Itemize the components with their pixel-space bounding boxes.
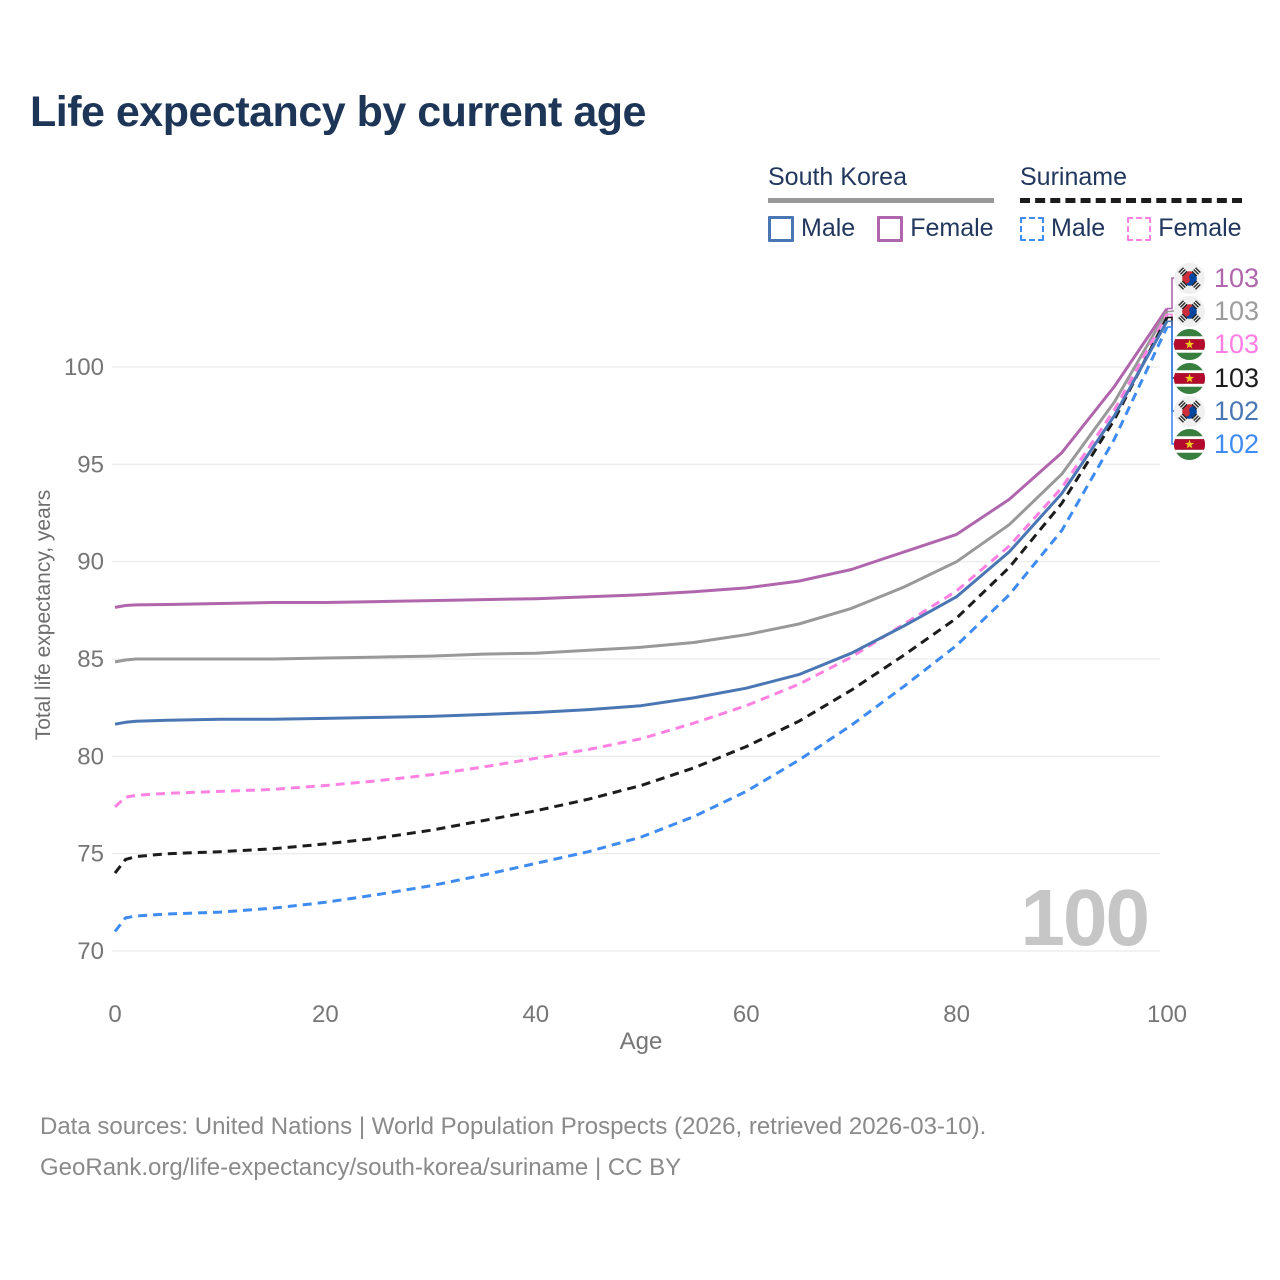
footer: Data sources: United Nations | World Pop… [40, 1106, 986, 1188]
legend-item-label: Male [801, 214, 856, 242]
attribution-line: GeoRank.org/life-expectancy/south-korea/… [40, 1154, 682, 1181]
suriname-male-swatch-icon [1020, 216, 1044, 241]
end-value: 102 [1214, 428, 1260, 459]
south-korea-flag-icon [1174, 295, 1205, 327]
legend-item-south-korea-female[interactable]: Female [877, 214, 994, 243]
svg-text:40: 40 [522, 1001, 549, 1028]
svg-text:0: 0 [108, 1001, 121, 1028]
svg-text:60: 60 [733, 1001, 760, 1028]
y-axis-title: Total life expectancy, years [32, 489, 55, 741]
end-label-suriname-both: 103 [1174, 362, 1259, 394]
south-korea-male-swatch-icon [768, 215, 794, 242]
age-watermark: 100 [1020, 873, 1150, 962]
legend-country-label: Suriname [1020, 163, 1127, 191]
suriname-female-swatch-icon [1127, 216, 1152, 241]
end-value: 103 [1214, 328, 1260, 359]
svg-text:85: 85 [77, 646, 104, 673]
legend-country-south-korea[interactable]: South Korea [768, 163, 994, 203]
svg-text:70: 70 [77, 938, 104, 965]
suriname-flag-icon [1174, 329, 1205, 360]
suriname-flag-icon [1174, 363, 1205, 394]
page-title: Life expectancy by current age [30, 88, 646, 136]
legend-item-label: Female [1158, 214, 1242, 242]
legend-country-label: South Korea [768, 163, 907, 191]
legend-item-label: Male [1051, 214, 1106, 242]
end-label-suriname-male: 102 [1174, 428, 1259, 460]
svg-text:100: 100 [64, 354, 104, 381]
legend-item-label: Female [910, 214, 994, 242]
legend-group-suriname: Suriname Male Female [1020, 163, 1242, 243]
svg-text:80: 80 [77, 743, 104, 770]
svg-text:20: 20 [312, 1001, 339, 1028]
svg-text:100: 100 [1147, 1001, 1187, 1028]
svg-text:80: 80 [943, 1001, 970, 1028]
svg-text:90: 90 [77, 549, 104, 576]
legend-item-suriname-female[interactable]: Female [1127, 214, 1242, 243]
end-label-south-korea-both: 103 [1174, 295, 1259, 327]
legend-item-south-korea-male[interactable]: Male [768, 214, 855, 243]
suriname-flag-icon [1174, 429, 1205, 460]
south-korea-flag-icon [1174, 395, 1205, 427]
x-axis-title: Age [619, 1028, 663, 1055]
end-value: 103 [1214, 362, 1260, 393]
south-korea-female-swatch-icon [877, 215, 904, 242]
south-korea-flag-icon [1174, 262, 1205, 294]
end-value: 102 [1214, 395, 1260, 426]
end-value: 103 [1214, 295, 1260, 326]
data-sources-line: Data sources: United Nations | World Pop… [40, 1113, 987, 1140]
legend-country-suriname[interactable]: Suriname [1020, 163, 1242, 203]
end-label-suriname-female: 103 [1174, 328, 1259, 360]
legend-item-suriname-male[interactable]: Male [1020, 214, 1105, 243]
end-label-south-korea-male: 102 [1174, 395, 1259, 427]
svg-text:75: 75 [77, 841, 104, 868]
south-korea-line-sample [768, 198, 994, 203]
legend-group-south-korea: South Korea Male Female [768, 163, 994, 243]
svg-text:95: 95 [77, 451, 104, 478]
suriname-line-sample [1020, 198, 1242, 203]
end-value: 103 [1214, 262, 1260, 293]
end-label-south-korea-female: 103 [1174, 262, 1259, 294]
